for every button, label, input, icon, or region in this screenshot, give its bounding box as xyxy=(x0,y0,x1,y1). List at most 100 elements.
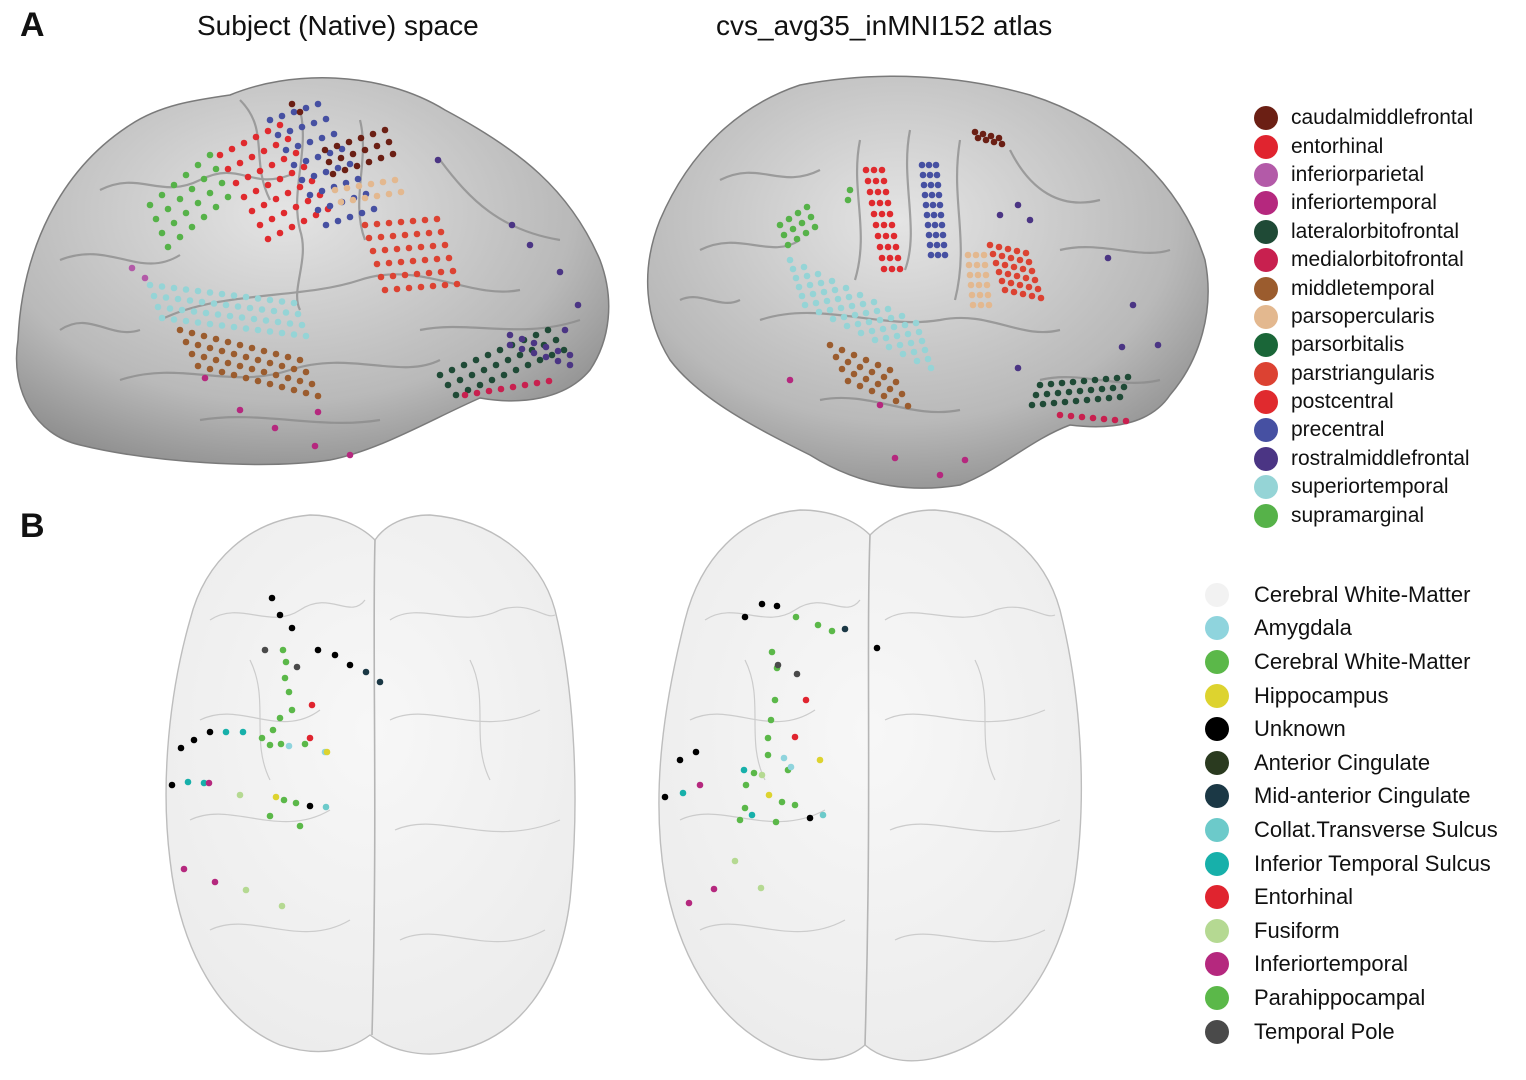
electrode-dot xyxy=(230,371,238,379)
electrode-dot xyxy=(306,734,314,742)
electrode-dot xyxy=(1025,283,1033,291)
electrode-dot xyxy=(710,885,718,893)
electrode-dot xyxy=(927,251,935,259)
electrode-dot xyxy=(814,270,822,278)
electrode-dot xyxy=(812,299,820,307)
electrode-dot xyxy=(876,243,884,251)
legend-swatch-icon xyxy=(1254,418,1278,443)
electrode-dot xyxy=(200,213,208,221)
electrode-dot xyxy=(385,138,393,146)
electrode-dot xyxy=(786,256,794,264)
legend-label: Cerebral White-Matter xyxy=(1254,648,1471,674)
electrode-dot xyxy=(214,311,222,318)
electrode-dot xyxy=(218,347,226,355)
electrode-dot xyxy=(321,146,329,154)
electrode-dot xyxy=(792,274,800,282)
electrode-dot xyxy=(676,756,684,764)
electrode-dot xyxy=(224,359,232,367)
electrode-dot xyxy=(898,390,906,398)
electrode-dot xyxy=(349,196,357,204)
electrode-dot xyxy=(436,371,444,379)
electrode-dot xyxy=(530,349,538,357)
electrode-dot xyxy=(346,661,354,669)
electrode-dot xyxy=(778,798,786,806)
electrode-dot xyxy=(544,326,552,334)
electrode-dot xyxy=(530,339,538,347)
electrode-dot xyxy=(1116,393,1124,401)
electrode-dot xyxy=(764,751,772,759)
electrode-dot xyxy=(518,335,526,343)
legend-label: middletemporal xyxy=(1291,276,1435,300)
legend-swatch-icon xyxy=(1254,304,1278,329)
electrode-dot xyxy=(1109,384,1117,392)
electrode-dot xyxy=(806,814,814,822)
electrode-dot xyxy=(920,181,928,189)
electrode-dot xyxy=(989,250,997,258)
legend-swatch-icon xyxy=(1205,817,1229,842)
electrode-dot xyxy=(843,322,851,330)
electrode-dot xyxy=(452,391,460,399)
legend-label: rostralmiddlefrontal xyxy=(1291,446,1470,470)
electrode-dot xyxy=(1122,417,1130,425)
electrode-dot xyxy=(1061,398,1069,406)
electrode-dot xyxy=(892,397,900,405)
electrode-dot xyxy=(302,157,310,165)
legend-label: parsopercularis xyxy=(1291,304,1435,328)
electrode-dot xyxy=(742,781,750,789)
electrode-dot xyxy=(141,274,149,282)
electrode-dot xyxy=(413,230,421,238)
electrode-dot xyxy=(574,301,582,309)
electrode-dot xyxy=(504,356,512,364)
depth-legend-item: Cerebral White-Matter xyxy=(1205,578,1498,612)
electrode-dot xyxy=(373,192,381,200)
electrode-dot xyxy=(1007,279,1015,287)
electrode-dot xyxy=(373,220,381,228)
electrode-dot xyxy=(284,189,292,197)
electrode-dot xyxy=(802,696,810,704)
electrode-dot xyxy=(200,175,208,183)
electrode-dot xyxy=(272,371,280,379)
electrode-dot xyxy=(266,328,274,335)
electrode-dot xyxy=(1050,399,1058,407)
electrode-dot xyxy=(815,308,823,316)
electrode-dot xyxy=(202,309,210,317)
electrode-dot xyxy=(933,171,941,179)
electrode-dot xyxy=(206,320,214,328)
electrode-dot xyxy=(248,365,256,373)
legend-swatch-icon xyxy=(1205,717,1229,742)
electrode-dot xyxy=(337,154,345,162)
electrode-dot xyxy=(982,136,990,144)
electrode-dot xyxy=(296,183,304,191)
electrode-dot xyxy=(312,211,320,219)
electrode-dot xyxy=(224,165,232,173)
electrode-dot xyxy=(246,304,254,312)
electrode-dot xyxy=(888,265,896,273)
electrode-dot xyxy=(226,312,234,320)
electrode-dot xyxy=(288,169,296,177)
electrode-dot xyxy=(536,356,544,364)
electrode-dot xyxy=(325,158,333,166)
electrode-dot xyxy=(254,326,262,334)
electrode-dot xyxy=(981,261,989,269)
electrode-dot xyxy=(314,153,322,161)
electrode-dot xyxy=(281,674,289,682)
legend-label: superiortemporal xyxy=(1291,475,1449,499)
electrode-dot xyxy=(773,602,781,610)
electrode-dot xyxy=(814,621,822,629)
cortical-legend-item: parsorbitalis xyxy=(1254,331,1473,359)
electrode-dot xyxy=(829,315,837,323)
electrode-dot xyxy=(401,231,409,239)
electrode-dot xyxy=(1004,270,1012,278)
electrode-dot xyxy=(1028,267,1036,275)
electrode-dot xyxy=(302,389,310,397)
electrode-dot xyxy=(261,646,269,654)
electrode-dot xyxy=(238,314,246,321)
electrode-dot xyxy=(1094,395,1102,403)
electrode-dot xyxy=(870,166,878,174)
electrode-dot xyxy=(186,297,194,304)
electrode-dot xyxy=(826,306,834,314)
electrode-dot xyxy=(862,166,870,174)
legend-label: Inferiortemporal xyxy=(1254,951,1409,977)
electrode-dot xyxy=(433,255,441,263)
electrode-dot xyxy=(980,251,988,259)
